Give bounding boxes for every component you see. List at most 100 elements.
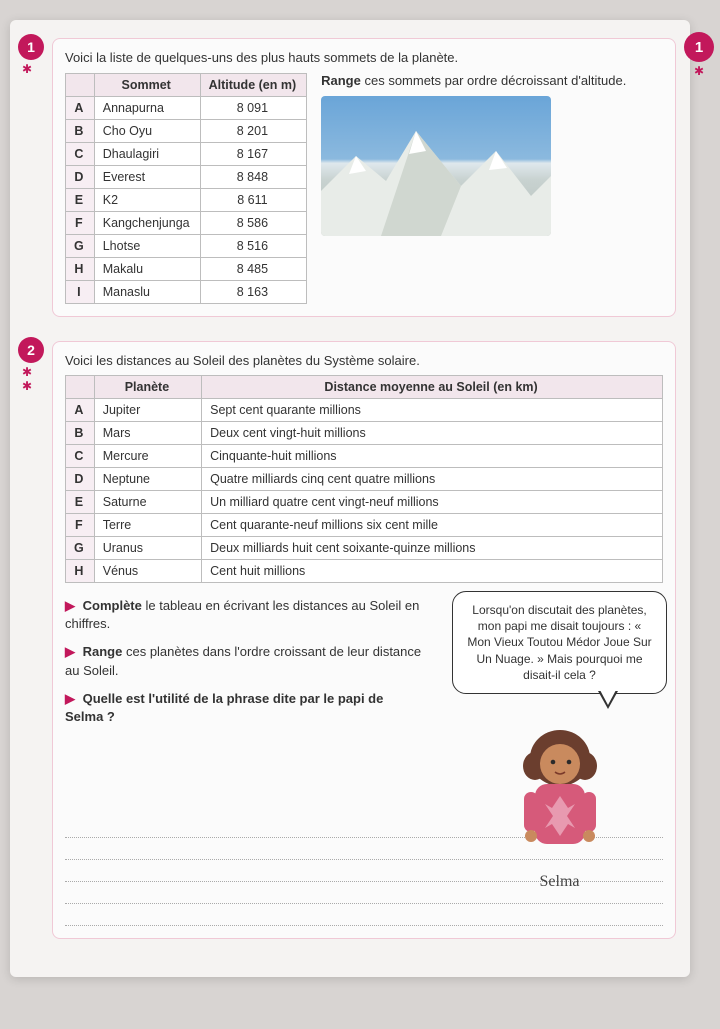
row-letter: E [66, 188, 95, 211]
row-letter: A [66, 399, 95, 422]
task-rest: ces sommets par ordre décroissant d'alti… [361, 73, 627, 88]
bubble-text: Lorsqu'on discutait des planètes, mon pa… [467, 603, 651, 682]
col-sommet: Sommet [94, 73, 200, 96]
summit-name: Makalu [94, 257, 200, 280]
table-row: DEverest8 848 [66, 165, 307, 188]
table-row: GLhotse8 516 [66, 234, 307, 257]
summits-table: Sommet Altitude (en m) AAnnapurna8 091BC… [65, 73, 307, 304]
bullet-icon: ▶ [65, 598, 75, 613]
planet-distance: Deux milliards huit cent soixante-quinze… [202, 537, 663, 560]
row-letter: I [66, 280, 95, 303]
row-letter: E [66, 491, 95, 514]
summit-name: Lhotse [94, 234, 200, 257]
row-letter: C [66, 142, 95, 165]
exercise-1-task: Range ces sommets par ordre décroissant … [321, 73, 663, 88]
summit-altitude: 8 516 [200, 234, 307, 257]
task3-text: Quelle est l'utilité de la phrase dite p… [65, 691, 383, 724]
exercise-2-number: 2 [18, 337, 44, 363]
page-corner-badge: 1 [684, 32, 714, 62]
planet-distance: Sept cent quarante millions [202, 399, 663, 422]
planet-distance: Quatre milliards cinq cent quatre millio… [202, 468, 663, 491]
task-bold: Range [321, 73, 361, 88]
col2-planete: Planète [94, 376, 201, 399]
planet-name: Jupiter [94, 399, 201, 422]
selma-figure: Selma [452, 718, 667, 891]
table-row: GUranusDeux milliards huit cent soixante… [66, 537, 663, 560]
planet-name: Saturne [94, 491, 201, 514]
bullet-icon: ▶ [65, 691, 75, 706]
exercise-2-intro: Voici les distances au Soleil des planèt… [65, 352, 663, 370]
table-row: CMercureCinquante-huit millions [66, 445, 663, 468]
planet-distance: Cinquante-huit millions [202, 445, 663, 468]
mountain-photo [321, 96, 551, 236]
summit-name: Annapurna [94, 96, 200, 119]
col2-blank [66, 376, 95, 399]
summit-altitude: 8 091 [200, 96, 307, 119]
summit-name: K2 [94, 188, 200, 211]
planet-distance: Un milliard quatre cent vingt-neuf milli… [202, 491, 663, 514]
character-name: Selma [452, 873, 667, 891]
exercise-2-tasks: ▶ Complète le tableau en écrivant les di… [65, 597, 663, 926]
exercise-2-difficulty: ✱✱ [22, 365, 32, 393]
task1-bold: Complète [83, 598, 142, 613]
row-letter: H [66, 257, 95, 280]
table-row: FTerreCent quarante-neuf millions six ce… [66, 514, 663, 537]
task-range: ▶ Range ces planètes dans l'ordre croiss… [65, 643, 425, 679]
exercise-2: 2 ✱✱ Voici les distances au Soleil des p… [24, 341, 676, 940]
row-letter: F [66, 211, 95, 234]
task2-bold: Range [83, 644, 123, 659]
row-letter: B [66, 119, 95, 142]
selma-illustration [500, 718, 620, 868]
row-letter: D [66, 165, 95, 188]
table-row: IManaslu8 163 [66, 280, 307, 303]
table-row: HMakalu8 485 [66, 257, 307, 280]
summit-name: Kangchenjunga [94, 211, 200, 234]
exercise-1-difficulty: ✱ [22, 62, 32, 76]
row-letter: D [66, 468, 95, 491]
planet-name: Mercure [94, 445, 201, 468]
row-letter: H [66, 560, 95, 583]
col-altitude: Altitude (en m) [200, 73, 307, 96]
planet-distance: Cent huit millions [202, 560, 663, 583]
table-row: BCho Oyu8 201 [66, 119, 307, 142]
table-row: AAnnapurna8 091 [66, 96, 307, 119]
summit-altitude: 8 848 [200, 165, 307, 188]
summit-altitude: 8 611 [200, 188, 307, 211]
speech-bubble-wrap: Lorsqu'on discutait des planètes, mon pa… [452, 591, 667, 891]
row-letter: B [66, 422, 95, 445]
exercise-1-number: 1 [18, 34, 44, 60]
summit-altitude: 8 167 [200, 142, 307, 165]
row-letter: G [66, 234, 95, 257]
table-row: BMarsDeux cent vingt-huit millions [66, 422, 663, 445]
row-letter: G [66, 537, 95, 560]
summit-name: Manaslu [94, 280, 200, 303]
exercise-1-intro: Voici la liste de quelques-uns des plus … [65, 49, 663, 67]
exercise-1: 1 ✱ Voici la liste de quelques-uns des p… [24, 38, 676, 317]
table-row: ESaturneUn milliard quatre cent vingt-ne… [66, 491, 663, 514]
task-question: ▶ Quelle est l'utilité de la phrase dite… [65, 690, 425, 726]
bubble-tail-icon [598, 691, 618, 709]
page-corner-star: ✱ [694, 64, 704, 78]
table-row: HVénusCent huit millions [66, 560, 663, 583]
row-letter: C [66, 445, 95, 468]
table-row: AJupiterSept cent quarante millions [66, 399, 663, 422]
col-blank [66, 73, 95, 96]
planet-name: Terre [94, 514, 201, 537]
row-letter: F [66, 514, 95, 537]
task-complete: ▶ Complète le tableau en écrivant les di… [65, 597, 425, 633]
answer-line[interactable] [65, 904, 663, 926]
row-letter: A [66, 96, 95, 119]
planet-name: Uranus [94, 537, 201, 560]
planet-name: Neptune [94, 468, 201, 491]
planet-name: Vénus [94, 560, 201, 583]
summit-name: Dhaulagiri [94, 142, 200, 165]
summit-name: Everest [94, 165, 200, 188]
table-row: FKangchenjunga8 586 [66, 211, 307, 234]
planet-distance: Cent quarante-neuf millions six cent mil… [202, 514, 663, 537]
summit-altitude: 8 201 [200, 119, 307, 142]
planet-name: Mars [94, 422, 201, 445]
page-container: 1 ✱ Voici la liste de quelques-uns des p… [10, 20, 690, 977]
bullet-icon: ▶ [65, 644, 75, 659]
table-row: DNeptuneQuatre milliards cinq cent quatr… [66, 468, 663, 491]
summit-altitude: 8 163 [200, 280, 307, 303]
